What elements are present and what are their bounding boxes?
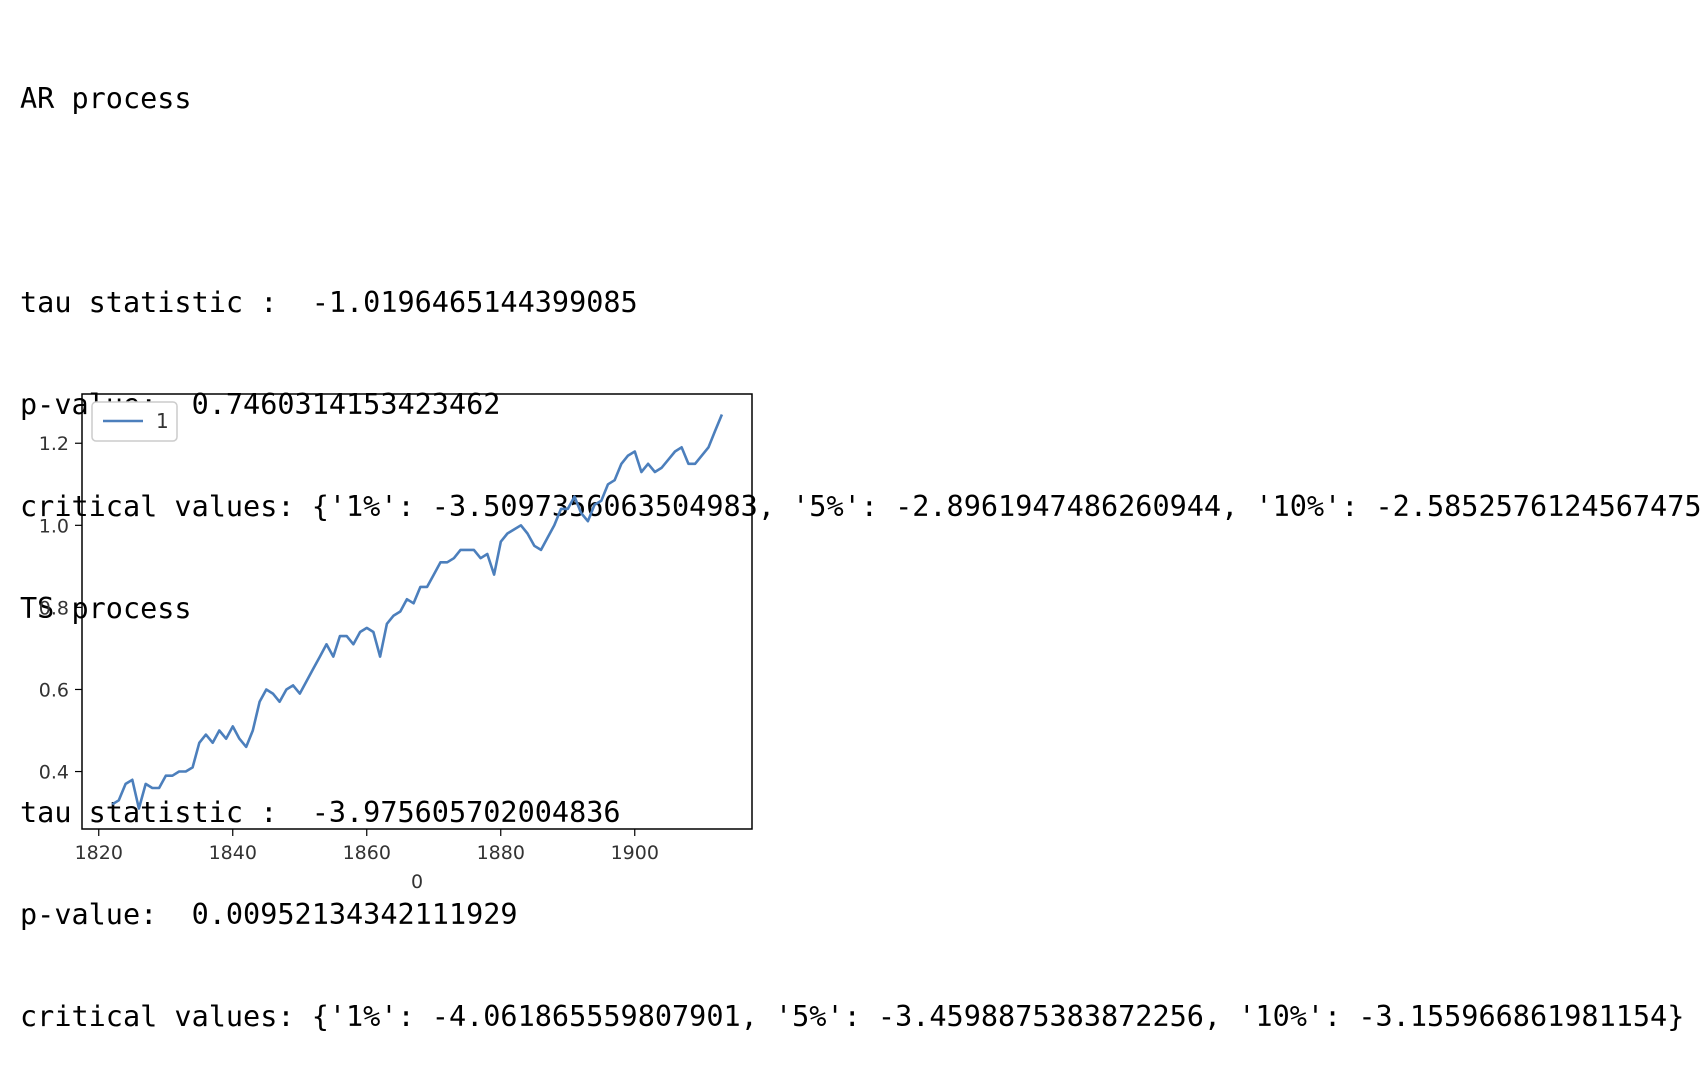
y-tick-label: 1.0 xyxy=(39,515,69,537)
plot-frame xyxy=(81,393,753,830)
line-chart: 1820 1840 1860 1880 1900 0.4 0.6 0.8 1.0 1.2 1 0 xyxy=(39,393,753,893)
legend: 1 xyxy=(91,401,178,442)
y-tick-label: 0.8 xyxy=(39,597,69,619)
series-line-1 xyxy=(111,414,724,810)
x-tick-label: 1880 xyxy=(477,842,525,864)
y-tick-label: 1.2 xyxy=(39,433,69,455)
y-tick-label: 0.4 xyxy=(39,762,69,784)
x-tick-label: 1900 xyxy=(611,842,659,864)
output-line-ts-critical: critical values: {'1%': -4.0618655598079… xyxy=(20,1000,1685,1033)
output-line-ar-critical: critical values: {'1%': -3.5097356063504… xyxy=(20,490,1700,523)
y-tick-label: 0.6 xyxy=(39,679,69,701)
x-tick-label: 1840 xyxy=(209,842,257,864)
output-line-ar-title: AR process xyxy=(20,82,192,115)
output-line-ts-title: TS process xyxy=(20,592,192,625)
x-axis-label: 0 xyxy=(411,871,423,893)
output-line-ar-tau: tau statistic : -1.0196465144399085 xyxy=(20,286,638,319)
output-line-ts-tau: tau statistic : -3.975605702004836 xyxy=(20,796,621,829)
x-tick-label: 1860 xyxy=(343,842,391,864)
x-tick-label: 1820 xyxy=(75,842,123,864)
legend-label: 1 xyxy=(156,409,169,433)
